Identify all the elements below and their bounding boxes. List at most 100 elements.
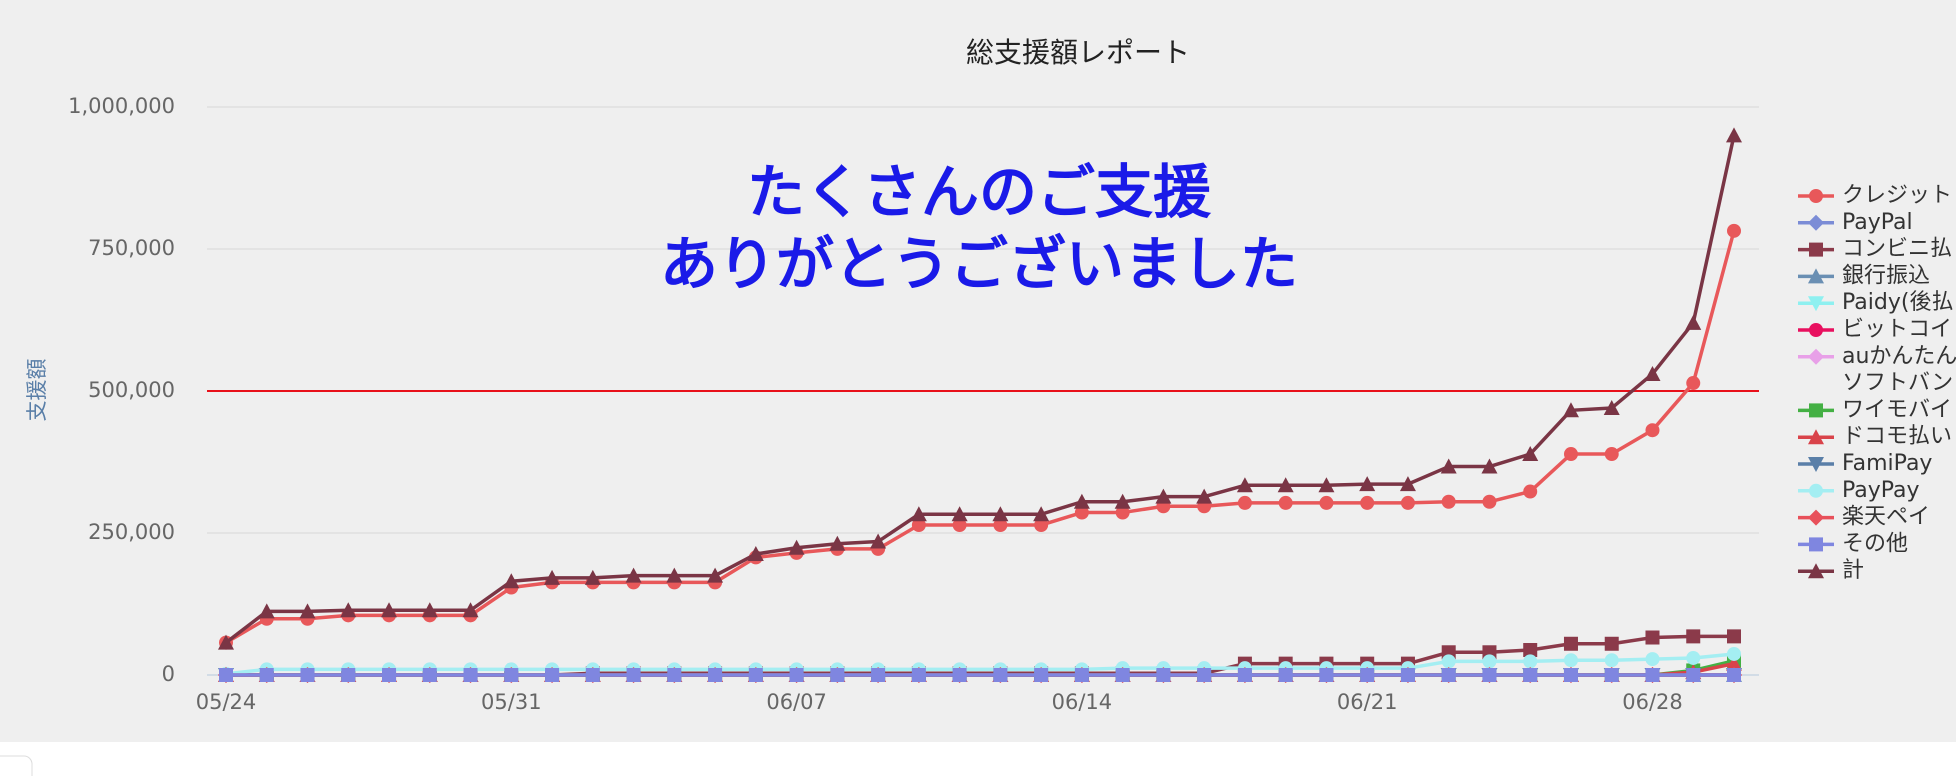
data-point (1482, 494, 1497, 509)
data-point (1645, 652, 1660, 667)
data-point (382, 668, 397, 682)
data-point (1400, 495, 1415, 510)
data-point (1645, 423, 1660, 438)
legend-label: Paidy(後払 (1842, 290, 1953, 315)
data-point (1114, 493, 1131, 509)
data-point (1686, 629, 1701, 644)
data-point (1562, 402, 1579, 418)
chart-title: 総支援額レポート (966, 36, 1190, 69)
legend-label: 計 (1842, 558, 1864, 583)
data-point (1197, 668, 1212, 682)
legend-marker (1808, 563, 1824, 579)
legend-label: コンビニ払 (1842, 237, 1952, 262)
data-point (993, 518, 1008, 533)
data-point (1156, 668, 1171, 682)
data-point (1726, 127, 1742, 143)
legend-label: 銀行振込 (1842, 263, 1930, 288)
data-point (1727, 646, 1741, 661)
legend-label: ビットコイ (1842, 317, 1952, 342)
data-point (462, 602, 479, 618)
y-tick-label: 1,000,000 (68, 94, 175, 118)
data-point (1441, 668, 1456, 682)
data-point (1563, 636, 1578, 651)
data-point (830, 668, 845, 682)
data-point (1523, 484, 1538, 499)
x-tick-label: 05/31 (481, 690, 542, 714)
data-point (463, 668, 478, 682)
legend-label-line: ソフトバン (1842, 371, 1953, 396)
series (219, 668, 1741, 682)
data-point (1319, 668, 1334, 682)
data-point (1482, 654, 1497, 669)
data-point (1727, 223, 1741, 238)
legend-marker (1809, 403, 1823, 418)
corner-widget (0, 755, 33, 776)
legend-label: クレジット (1842, 183, 1952, 208)
y-tick-label: 250,000 (88, 520, 175, 544)
chart-background (0, 0, 1956, 742)
data-point (1523, 654, 1538, 669)
data-point (747, 546, 764, 562)
legend-marker (1809, 189, 1823, 203)
data-point (1441, 654, 1456, 669)
data-point (299, 603, 316, 619)
data-point (1563, 447, 1578, 462)
data-point (341, 668, 356, 682)
data-point (545, 668, 560, 682)
annotation: たくさんのご支援 (747, 158, 1212, 226)
y-axis-label: 支援額 (25, 359, 49, 422)
series (218, 127, 1742, 650)
data-point (1645, 668, 1660, 682)
y-tick-label: 0 (162, 662, 175, 686)
data-point (1604, 636, 1619, 651)
data-point (1073, 493, 1090, 509)
data-point (829, 535, 846, 551)
data-point (1644, 365, 1661, 381)
legend-label: 楽天ペイ (1842, 505, 1930, 530)
data-point (1074, 505, 1089, 520)
data-point (708, 668, 723, 682)
legend-marker (1808, 457, 1824, 472)
data-point (1726, 655, 1742, 671)
data-point (1359, 476, 1376, 492)
data-point (626, 668, 641, 682)
data-point (422, 668, 437, 682)
data-point (952, 518, 967, 533)
legend-marker (1809, 242, 1823, 257)
data-point (1033, 506, 1050, 522)
data-point (1523, 668, 1538, 682)
data-point (1237, 668, 1252, 682)
data-point (788, 539, 805, 555)
data-point (910, 506, 927, 522)
data-point (1482, 668, 1497, 682)
data-point (992, 506, 1009, 522)
data-point (340, 602, 357, 618)
data-point (1360, 668, 1375, 682)
legend-marker (1809, 323, 1823, 337)
data-point (300, 668, 315, 682)
annotation: ありがとうございました (660, 230, 1298, 298)
legend-label: PayPal (1842, 210, 1913, 235)
data-point (1603, 400, 1620, 416)
y-tick-label: 750,000 (88, 236, 175, 260)
data-point (1115, 505, 1130, 520)
data-point (1278, 668, 1293, 682)
legend-label: ソフトバンワイモバイ (1842, 371, 1953, 423)
data-point (585, 668, 600, 682)
legend-label: FamiPay (1842, 451, 1932, 476)
legend-label: その他 (1842, 531, 1908, 556)
legend-label: PayPay (1842, 478, 1920, 503)
data-point (503, 573, 520, 589)
data-point (1034, 668, 1049, 682)
legend-label: ドコモ払い (1842, 424, 1952, 449)
data-point (789, 668, 804, 682)
data-point (1522, 446, 1539, 462)
data-point (1686, 668, 1701, 682)
data-point (1115, 668, 1130, 682)
data-point (1277, 477, 1294, 493)
data-point (1278, 495, 1293, 510)
x-tick-label: 06/07 (766, 690, 827, 714)
data-point (1604, 447, 1619, 462)
